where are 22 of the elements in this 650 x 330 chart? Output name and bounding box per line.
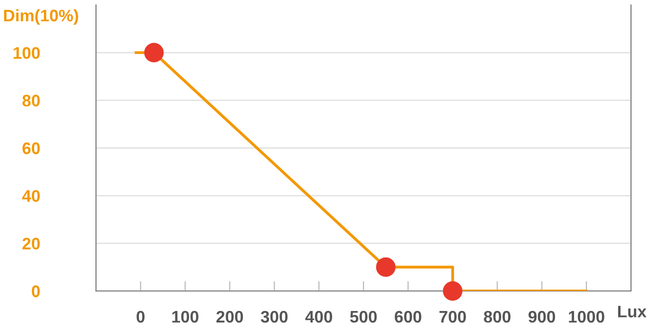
- y-tick-label: 20: [22, 238, 40, 250]
- x-tick-label: 500: [350, 310, 377, 323]
- point: [442, 281, 462, 301]
- x-axis-title: Lux: [618, 306, 647, 318]
- x-tick-label: 200: [216, 310, 243, 323]
- x-tick-label: 600: [394, 310, 422, 323]
- x-tick-label: 100: [172, 310, 198, 323]
- x-tick-label: 300: [260, 310, 288, 323]
- point: [376, 257, 396, 277]
- y-tick-label: 80: [22, 94, 40, 107]
- x-tick-label: 400: [305, 310, 332, 323]
- y-tick-label: 0: [32, 285, 40, 298]
- y-tick-label: 60: [22, 142, 40, 154]
- x-tick-label: 800: [484, 310, 510, 323]
- x-tick-label: 0: [136, 310, 145, 323]
- x-tick-label: 900: [528, 310, 556, 323]
- y-tick-label: 100: [14, 47, 40, 59]
- y-tick-label: 40: [22, 190, 40, 202]
- point: [144, 42, 164, 62]
- y-axis-title: Dim(10%): [4, 9, 78, 25]
- x-tick-label: 1000: [568, 310, 604, 323]
- x-tick-label: 700: [439, 310, 466, 323]
